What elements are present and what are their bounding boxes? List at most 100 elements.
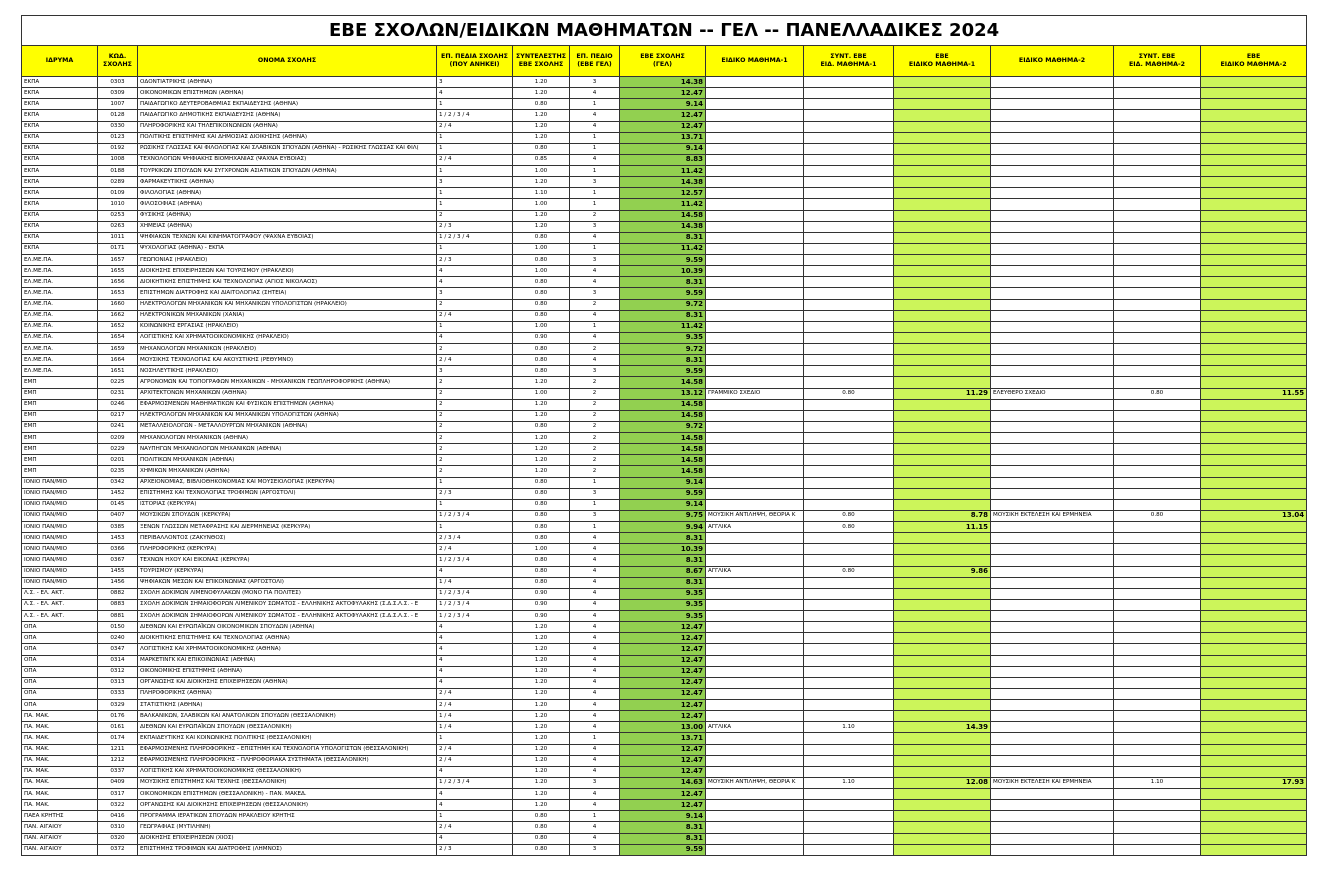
cell: 2 / 3: [436, 253, 513, 267]
cell: 0329: [97, 698, 138, 712]
cell: [893, 765, 991, 778]
cell: [803, 765, 894, 778]
cell: [990, 398, 1114, 411]
cell: [1199, 621, 1308, 634]
cell: [893, 98, 991, 111]
cell: [893, 176, 991, 189]
table-row: ΙΟΝΙΟ ΠΑΝ/ΜΙΟ 1453 ΠΕΡΙΒΑΛΛΟΝΤΟΣ (ΖΑΚΥΝΘΟΣ…: [21, 532, 1308, 545]
cell: ΕΚΠΑ: [21, 153, 98, 167]
cell: ΚΟΙΝΩΝΙΚΗΣ ΕΡΓΑΣΙΑΣ (ΗΡΑΚΛΕΙΟ): [137, 320, 437, 333]
cell: [990, 187, 1114, 200]
table-row: ΠΑ. ΜΑΚ. 0409 ΜΟΥΣΙΚΗΣ ΕΠΙΣΤΗΜΗΣ ΚΑΙ ΤΕΧΝΗ…: [21, 776, 1308, 790]
cell: [803, 587, 894, 600]
cell: 1453: [97, 532, 138, 545]
cell: [990, 787, 1114, 801]
cell: 14.63: [619, 776, 706, 790]
cell: ΕΚΠΑ: [21, 98, 98, 111]
cell: 0317: [97, 787, 138, 801]
cell: [893, 265, 991, 278]
cell: [1113, 320, 1201, 333]
cell: [1199, 198, 1308, 211]
cell: [1113, 420, 1201, 434]
cell: [803, 398, 894, 411]
cell: 0.80: [512, 142, 570, 155]
cell: ΣΤΑΤΙΣΤΙΚΗΣ (ΑΘΗΝΑ): [137, 698, 437, 712]
cell: [990, 142, 1114, 155]
cell: 9.14: [619, 476, 706, 489]
cell: [803, 732, 894, 745]
cell: [705, 754, 804, 767]
cell: [893, 598, 991, 612]
cell: ΧΗΜΕΙΑΣ (ΑΘΗΝΑ): [137, 220, 437, 233]
cell: [803, 743, 894, 756]
cell: 0263: [97, 220, 138, 233]
cell: 1: [569, 98, 620, 111]
cell: ΕΛ.ΜΕ.ΠΑ.: [21, 309, 98, 322]
cell: [803, 443, 894, 456]
cell: 13.71: [619, 131, 706, 144]
cell: 4: [569, 331, 620, 345]
cell: ΠΛΗΡΟΦΟΡΙΚΗΣ (ΑΘΗΝΑ): [137, 687, 437, 701]
cell: [1199, 342, 1308, 356]
cell: [1199, 142, 1308, 155]
cell: [803, 832, 894, 845]
cell: 1.20: [512, 665, 570, 678]
cell: 1.20: [512, 131, 570, 144]
table-row: ΕΚΠΑ 0109 ΦΙΛΟΛΟΓΙΑΣ (ΑΘΗΝΑ) 1 1.10 1 12.57: [21, 187, 1308, 200]
cell: ΕΚΠΑ: [21, 176, 98, 189]
cell: ΑΓΓΛΙΚΑ: [705, 565, 804, 578]
cell: [803, 843, 894, 856]
cell: [1113, 465, 1201, 478]
cell: [803, 198, 894, 211]
table-row: ΙΟΝΙΟ ΠΑΝ/ΜΙΟ 0342 ΑΡΧΕΙΟΝΟΜΙΑΣ, ΒΙΒΛΙΟΘΗΚ…: [21, 476, 1308, 489]
cell: [893, 231, 991, 244]
table-row: ΕΚΠΑ 0253 ΦΥΣΙΚΗΣ (ΑΘΗΝΑ) 2 1.20 2 14.58: [21, 209, 1308, 222]
title: ΕΒΕ ΣΧΟΛΩΝ/ΕΙΔΙΚΩΝ ΜΑΘΗΜΑΤΩΝ -- ΓΕΛ -- Π…: [20, 15, 1308, 46]
cell: [1199, 676, 1308, 689]
cell: ΕΚΠΑ: [21, 131, 98, 144]
cell: 1: [569, 320, 620, 333]
table-row: ΕΜΠ 0217 ΗΛΕΚΤΡΟΛΟΓΩΝ ΜΗΧΑΝΙΚΩΝ ΚΑΙ ΜΗΧΑΝΙ…: [21, 409, 1308, 422]
cell: [803, 676, 894, 689]
table-row: ΕΚΠΑ 0303 ΟΔΟΝΤΙΑΤΡΙΚΗΣ (ΑΘΗΝΑ) 3 1.20 3 14.38: [21, 75, 1308, 89]
cell: 0289: [97, 176, 138, 189]
cell: ΟΠΑ: [21, 665, 98, 678]
cell: 0385: [97, 520, 138, 534]
cell: 0.80: [803, 387, 894, 400]
cell: ΓΡΑΜΜΙΚΟ ΣΧΕΔΙΟ: [705, 387, 804, 400]
cell: 4: [569, 276, 620, 289]
cell: [1113, 520, 1201, 534]
cell: 0.80: [803, 565, 894, 578]
cell: [1113, 398, 1201, 411]
cell: [893, 732, 991, 745]
cell: 2 / 4: [436, 687, 513, 701]
cell: [893, 142, 991, 155]
cell: ΟΡΓΑΝΩΣΗΣ ΚΑΙ ΔΙΟΙΚΗΣΗΣ ΕΠΙΧΕΙΡΗΣΕΩΝ (ΑΘ…: [137, 676, 437, 689]
table-row: ΕΚΠΑ 1011 ΨΗΦΙΑΚΩΝ ΤΕΧΝΩΝ ΚΑΙ ΚΙΝΗΜΑΤΟΓΡΑΦ…: [21, 231, 1308, 244]
cell: [893, 398, 991, 411]
cell: ΨΗΦΙΑΚΩΝ ΤΕΧΝΩΝ ΚΑΙ ΚΙΝΗΜΑΤΟΓΡΑΦΟΥ (ΨΑΧΝ…: [137, 231, 437, 244]
cell: 2: [569, 209, 620, 222]
cell: 0.80: [512, 354, 570, 367]
cell: ΕΚΠΑ: [21, 109, 98, 122]
cell: 3: [569, 287, 620, 300]
cell: 1.20: [512, 698, 570, 712]
cell: [893, 743, 991, 756]
cell: ΤΕΧΝΩΝ ΗΧΟΥ ΚΑΙ ΕΙΚΟΝΑΣ (ΚΕΡΚΥΡΑ): [137, 554, 437, 567]
cell: 1007: [97, 98, 138, 111]
cell: 1.10: [803, 776, 894, 790]
cell: [803, 621, 894, 634]
table-row: ΕΛ.ΜΕ.ΠΑ. 1651 ΝΟΣΗΛΕΥΤΙΚΗΣ (ΗΡΑΚΛΕΙΟ) 3 0.8…: [21, 365, 1308, 378]
cell: [990, 87, 1114, 100]
cell: [893, 587, 991, 600]
cell: [705, 587, 804, 600]
cell: 0.90: [512, 609, 570, 623]
cell: ΕΦΑΡΜΟΣΜΕΝΗΣ ΠΛΗΡΟΦΟΡΙΚΗΣ - ΠΛΗΡΟΦΟΡΙΑΚΑ…: [137, 754, 437, 767]
cell: ΟΙΚΟΝΟΜΙΚΗΣ ΕΠΙΣΤΗΜΗΣ (ΑΘΗΝΑ): [137, 665, 437, 678]
cell: 0188: [97, 164, 138, 178]
cell: 1.20: [512, 443, 570, 456]
cell: [893, 832, 991, 845]
cell: [803, 554, 894, 567]
cell: 13.00: [619, 721, 706, 734]
cell: [990, 476, 1114, 489]
